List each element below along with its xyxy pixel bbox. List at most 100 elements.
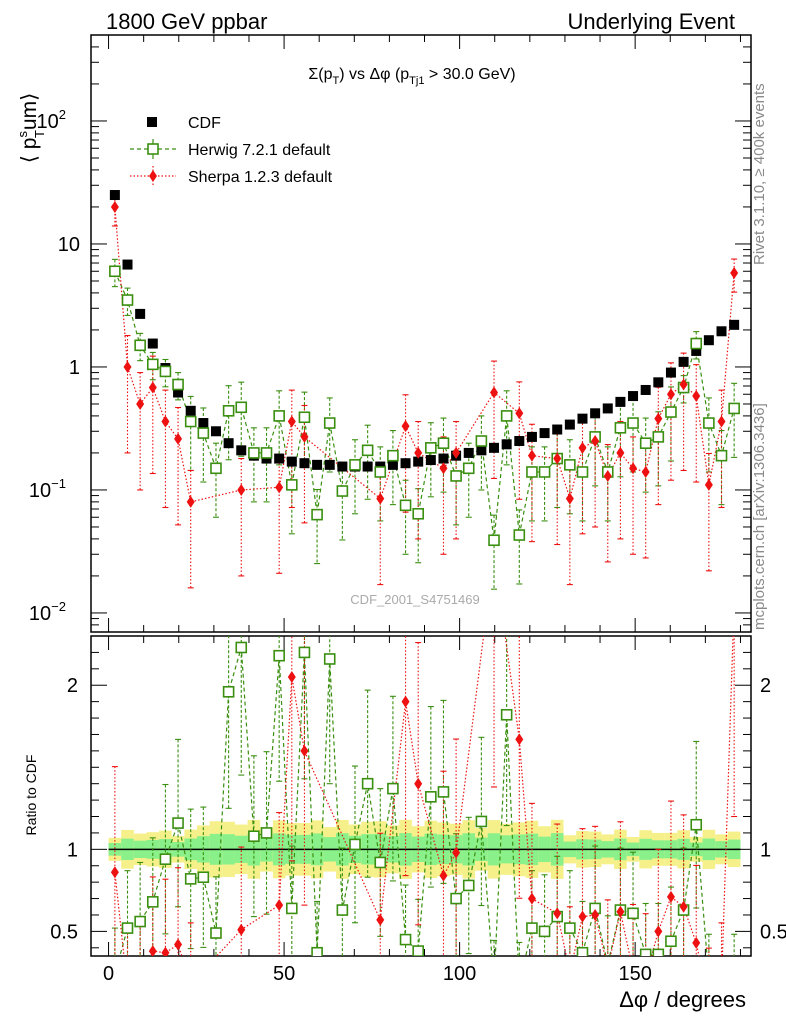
sherpa-ratio-point — [666, 890, 675, 903]
cdf-data-point — [274, 453, 285, 464]
sherpa-ratio-point — [110, 866, 119, 879]
herwig-data-point — [500, 410, 513, 422]
header-left-title: 1800 GeV ppbar — [106, 9, 267, 34]
herwig-data-point — [286, 479, 298, 491]
cdf-data-point — [413, 456, 424, 467]
herwig-data-point — [715, 449, 728, 462]
cdf-data-point — [628, 391, 639, 402]
rivet-version-text: Rivet 3.1.10, ≥ 400k events — [751, 83, 768, 265]
sherpa-ratio-point — [148, 945, 157, 956]
cdf-data-point — [564, 419, 575, 430]
herwig-data-point — [361, 444, 374, 457]
herwig-ratio-point — [235, 641, 248, 654]
sherpa-ratio-point — [452, 846, 461, 859]
legend-sherpa-marker — [149, 170, 157, 182]
herwig-data-point — [210, 462, 222, 475]
herwig-data-point — [323, 417, 336, 429]
herwig-data-point — [425, 442, 437, 454]
sherpa-ratio-point — [174, 938, 183, 951]
cdf-data-point — [590, 408, 601, 419]
sherpa-data-point — [148, 381, 157, 394]
ratio-y-tick-label-right: 0.5 — [760, 921, 786, 943]
sherpa-data-point — [515, 407, 524, 420]
sherpa-data-point — [186, 495, 195, 508]
herwig-ratio-point — [361, 777, 374, 790]
sherpa-ratio-point — [237, 923, 246, 936]
herwig-data-point — [184, 415, 197, 428]
cdf-data-point — [577, 413, 588, 424]
sherpa-data-point — [654, 412, 663, 425]
cdf-data-point — [640, 384, 651, 395]
herwig-data-point — [665, 406, 677, 418]
herwig-ratio-point — [564, 922, 576, 934]
herwig-ratio-point — [311, 946, 323, 956]
cdf-data-point — [425, 455, 436, 466]
cdf-data-point — [198, 418, 209, 429]
sherpa-data-point — [666, 388, 675, 401]
ratio-y-tick-label-left: 1 — [67, 839, 78, 861]
herwig-ratio-point — [538, 925, 551, 938]
header-right-title: Underlying Event — [567, 9, 735, 34]
sherpa-data-point — [161, 415, 170, 428]
plot-title-sub1: T — [332, 75, 339, 87]
sherpa-data-point — [616, 446, 625, 459]
cdf-data-point — [552, 424, 563, 435]
herwig-ratio-point — [690, 818, 703, 831]
sherpa-ratio-point — [654, 925, 663, 938]
sherpa-data-point — [641, 465, 650, 478]
cdf-data-point — [299, 458, 310, 469]
sherpa-ratio-point — [439, 869, 448, 882]
sherpa-data-point — [439, 462, 448, 475]
sherpa-ratio-point — [730, 597, 738, 609]
main-panel-frame — [90, 34, 752, 633]
herwig-data-point — [488, 534, 500, 547]
sherpa-data-point — [123, 360, 132, 373]
sherpa-data-point — [287, 415, 296, 428]
herwig-ratio-point — [526, 922, 538, 934]
sherpa-data-point — [553, 452, 562, 465]
herwig-ratio-point — [500, 708, 513, 721]
herwig-ratio-point — [412, 945, 424, 956]
herwig-ratio-point — [286, 902, 298, 915]
cdf-data-point — [703, 335, 714, 346]
y-tick-label: 10−1 — [29, 476, 66, 502]
sherpa-data-point — [452, 446, 461, 459]
herwig-ratio-point — [576, 946, 589, 956]
sherpa-data-point — [717, 415, 726, 428]
sherpa-data-point — [603, 469, 612, 482]
herwig-data-point — [387, 449, 399, 462]
main-panel-data — [109, 190, 740, 590]
cdf-data-point — [463, 447, 474, 458]
cdf-data-point — [438, 453, 449, 464]
herwig-data-point — [462, 462, 475, 475]
sherpa-ratio-point — [566, 966, 574, 978]
sherpa-data-point — [527, 449, 536, 462]
cdf-data-point — [665, 367, 676, 378]
plot-title: Σ(pT) vs Δφ (pTj1 > 30.0 GeV) — [308, 66, 515, 87]
cdf-data-point — [210, 426, 221, 437]
ratio-y-tick-label-right: 2 — [760, 675, 771, 697]
cdf-data-point — [653, 377, 664, 388]
legend-cdf-marker — [147, 117, 157, 127]
herwig-data-point — [437, 437, 450, 449]
cdf-data-point — [615, 396, 626, 407]
herwig-ratio-point — [197, 871, 210, 884]
cdf-data-point — [337, 461, 348, 472]
herwig-ratio-point — [399, 933, 412, 946]
sherpa-ratio-point — [275, 899, 284, 912]
cdf-data-point — [514, 436, 525, 447]
herwig-data-point — [652, 431, 665, 443]
herwig-data-point — [159, 365, 172, 378]
cdf-data-point — [362, 461, 373, 472]
herwig-ratio-point — [425, 791, 437, 803]
herwig-ratio-point — [729, 974, 739, 984]
sherpa-ratio-point — [136, 976, 144, 988]
sherpa-data-point — [730, 267, 739, 280]
herwig-ratio-point — [121, 922, 134, 934]
x-tick-label: 150 — [618, 963, 651, 985]
sherpa-data-point — [565, 492, 574, 505]
herwig-ratio-point — [323, 653, 336, 665]
herwig-ratio-point — [639, 948, 652, 956]
ratio-panel-frame — [90, 635, 752, 957]
